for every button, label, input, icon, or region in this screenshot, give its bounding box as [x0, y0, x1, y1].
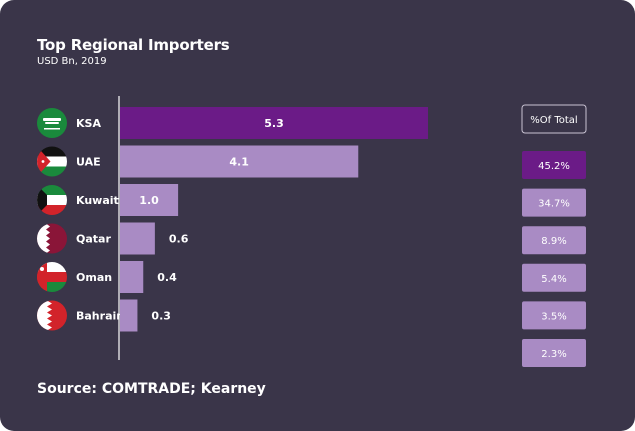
- bar-bahrain: [120, 299, 138, 332]
- share-box: [522, 339, 586, 367]
- kuwait-flag-icon: [37, 185, 67, 215]
- category-label-oman: Oman: [76, 271, 112, 284]
- share-box: [522, 301, 586, 330]
- qatar-flag-icon: [37, 223, 67, 254]
- share-table: %Of Total 45.2% 34.7% 8.9% 5.4% 3.5% 2.3%: [521, 104, 587, 367]
- share-value: 45.2%: [538, 161, 570, 172]
- share-box: [522, 188, 586, 217]
- bar-oman: [120, 261, 144, 293]
- flags-group: [37, 108, 67, 331]
- share-header-box: [521, 104, 587, 134]
- share-box: [522, 226, 586, 255]
- chart-title: Top Regional Importers: [37, 36, 230, 54]
- category-label-ksa: KSA: [76, 117, 101, 130]
- oman-flag-icon: [37, 262, 67, 292]
- category-label-bahrain: Bahrain: [76, 310, 124, 323]
- value-label-uae: 4.1: [229, 156, 249, 169]
- share-value: 8.9%: [541, 236, 566, 247]
- bahrain-flag-icon: [37, 300, 67, 331]
- share-box: [522, 263, 586, 292]
- share-value: 2.3%: [541, 349, 566, 360]
- value-label-ksa: 5.3: [264, 117, 284, 130]
- value-label-kuwait: 1.0: [139, 194, 159, 207]
- chart-subtitle: USD Bn, 2019: [37, 56, 107, 67]
- share-box: [522, 151, 586, 179]
- share-value: 3.5%: [541, 311, 566, 322]
- share-header: %Of Total: [530, 115, 577, 126]
- share-value: 5.4%: [541, 274, 566, 285]
- category-label-uae: UAE: [76, 156, 101, 169]
- value-label-qatar: 0.6: [169, 233, 189, 246]
- bar-uae: [120, 145, 359, 178]
- share-value: 34.7%: [538, 199, 570, 210]
- bar-kuwait: [120, 184, 179, 216]
- bars-group: [120, 107, 428, 332]
- value-label-oman: 0.4: [157, 271, 177, 284]
- value-labels-group: 5.3 4.1 1.0 0.6 0.4 0.3: [139, 117, 283, 323]
- saudi-arabia-flag-icon: [37, 108, 67, 138]
- category-label-kuwait: Kuwait: [76, 194, 119, 207]
- jordan-flag-icon: [37, 146, 67, 177]
- bar-qatar: [120, 222, 155, 255]
- category-label-qatar: Qatar: [76, 233, 111, 246]
- category-labels-group: KSA UAE Kuwait Qatar Oman Bahrain: [76, 117, 124, 323]
- bar-ksa: [120, 107, 428, 139]
- value-label-bahrain: 0.3: [151, 310, 171, 323]
- source-note: Source: COMTRADE; Kearney: [37, 381, 266, 397]
